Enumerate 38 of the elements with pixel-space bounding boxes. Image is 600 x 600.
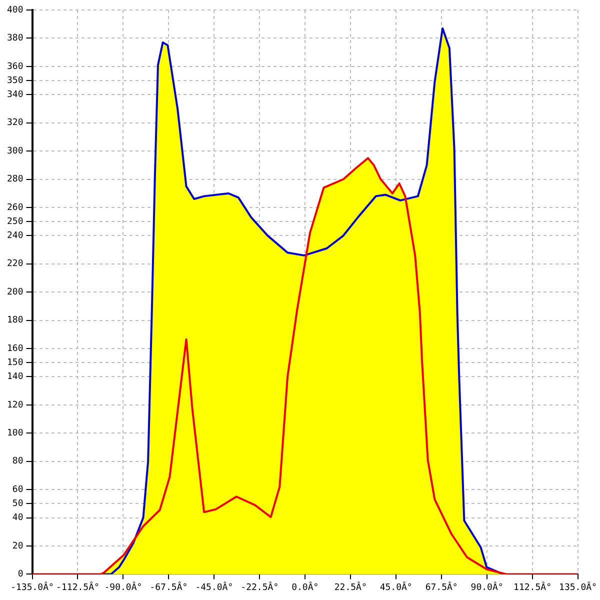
y-tick-label: 320 — [6, 118, 24, 128]
x-tick-label: -90.0Â° — [104, 580, 142, 593]
y-tick-label: 50 — [12, 499, 24, 510]
y-tick-label: 240 — [6, 231, 24, 242]
y-tick-label: 400 — [6, 5, 24, 16]
x-tick-label: 67.5Â° — [425, 580, 458, 593]
x-tick-label: -22.5Â° — [240, 580, 279, 593]
y-tick-label: 360 — [6, 62, 24, 72]
x-tick-label: 90.0Â° — [470, 580, 504, 593]
x-tick-label: -67.5Â° — [150, 580, 188, 593]
y-tick-label: 120 — [6, 400, 24, 410]
y-tick-label: 150 — [6, 358, 24, 368]
x-tick-label: -112.5Â° — [56, 580, 100, 593]
y-tick-label: 100 — [6, 428, 24, 438]
y-tick-label: 340 — [6, 90, 24, 100]
x-tick-label: 135.0Â° — [559, 580, 597, 593]
y-tick-label: 280 — [6, 174, 24, 185]
x-tick-label: -45.0Â° — [195, 580, 234, 593]
y-tick-label: 80 — [12, 456, 24, 467]
y-tick-label: 220 — [6, 259, 24, 270]
y-tick-label: 20 — [12, 541, 24, 552]
x-tick-label: 22.5Â° — [334, 580, 367, 593]
x-tick-label: 45.0Â° — [380, 580, 412, 593]
y-tick-label: 200 — [6, 287, 24, 298]
y-tick-label: 60 — [12, 484, 24, 495]
x-tick-label: 112.5Â° — [514, 580, 552, 593]
y-tick-label: 300 — [6, 146, 24, 156]
y-tick-label: 250 — [6, 216, 24, 227]
y-tick-label: 380 — [6, 34, 24, 44]
x-tick-label: -135.0Â° — [10, 580, 54, 593]
y-tick-label: 140 — [6, 372, 24, 382]
y-tick-label: 180 — [6, 316, 24, 326]
y-tick-label: 350 — [6, 76, 24, 86]
y-tick-label: 260 — [6, 202, 24, 213]
x-tick-label: 0.0Â° — [292, 580, 319, 593]
y-tick-label: 40 — [12, 513, 24, 524]
y-tick-label: 160 — [6, 344, 24, 354]
y-tick-label: 0 — [18, 570, 24, 580]
